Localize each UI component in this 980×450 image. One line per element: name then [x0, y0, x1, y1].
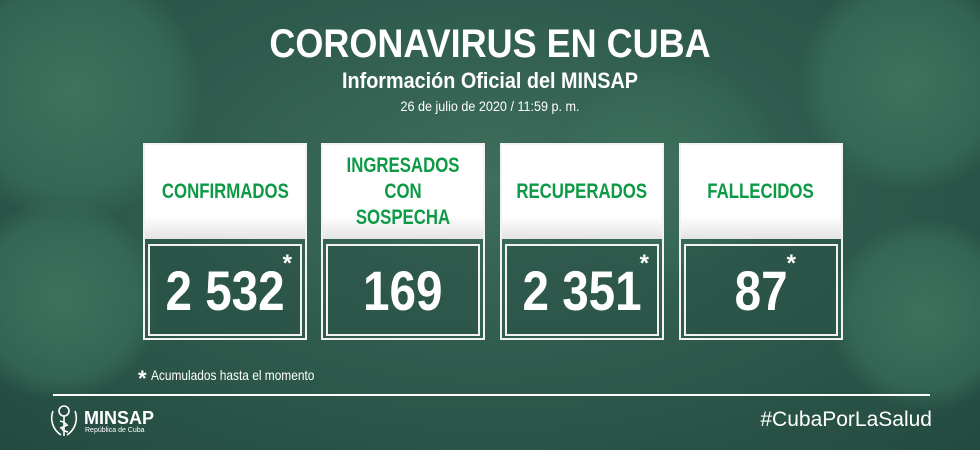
- footnote: * Acumulados hasta el momento: [138, 366, 343, 392]
- card-confirmados: CONFIRMADOS 2 532 *: [143, 143, 307, 340]
- card-value: 169: [363, 258, 443, 322]
- card-value: 2 532: [165, 258, 285, 322]
- asterisk-mark: *: [639, 250, 649, 277]
- page-subtitle: Información Oficial del MINSAP: [342, 68, 638, 93]
- footnote-text: Acumulados hasta el momento: [150, 367, 314, 383]
- divider: [53, 394, 930, 396]
- card-recuperados: RECUPERADOS 2 351 *: [500, 143, 664, 340]
- virus-background-image: [0, 200, 160, 400]
- logo-name: MINSAP: [84, 407, 155, 428]
- card-ingresados: INGRESADOS CON SOSPECHA 169: [321, 143, 485, 340]
- card-label: INGRESADOS CON SOSPECHA: [346, 154, 460, 229]
- hashtag: #CubaPorLaSalud: [760, 408, 932, 431]
- asterisk-mark: *: [138, 366, 147, 391]
- card-label: RECUPERADOS: [516, 180, 648, 203]
- card-value: 2 351: [522, 258, 642, 322]
- card-label: CONFIRMADOS: [161, 180, 289, 203]
- card-value: 87: [734, 258, 788, 322]
- card-label: FALLECIDOS: [707, 180, 815, 203]
- logo-subtitle: República de Cuba: [85, 426, 145, 434]
- virus-background-image: [830, 220, 980, 410]
- card-fallecidos: FALLECIDOS 87 *: [679, 143, 843, 340]
- asterisk-mark: *: [282, 250, 292, 277]
- report-date: 26 de julio de 2020 / 11:59 p. m.: [400, 98, 580, 114]
- minsap-logo: MINSAP República de Cuba: [48, 403, 154, 439]
- minsap-emblem-icon: [50, 405, 78, 436]
- page-title: CORONAVIRUS EN CUBA: [269, 22, 711, 66]
- asterisk-mark: *: [786, 250, 796, 277]
